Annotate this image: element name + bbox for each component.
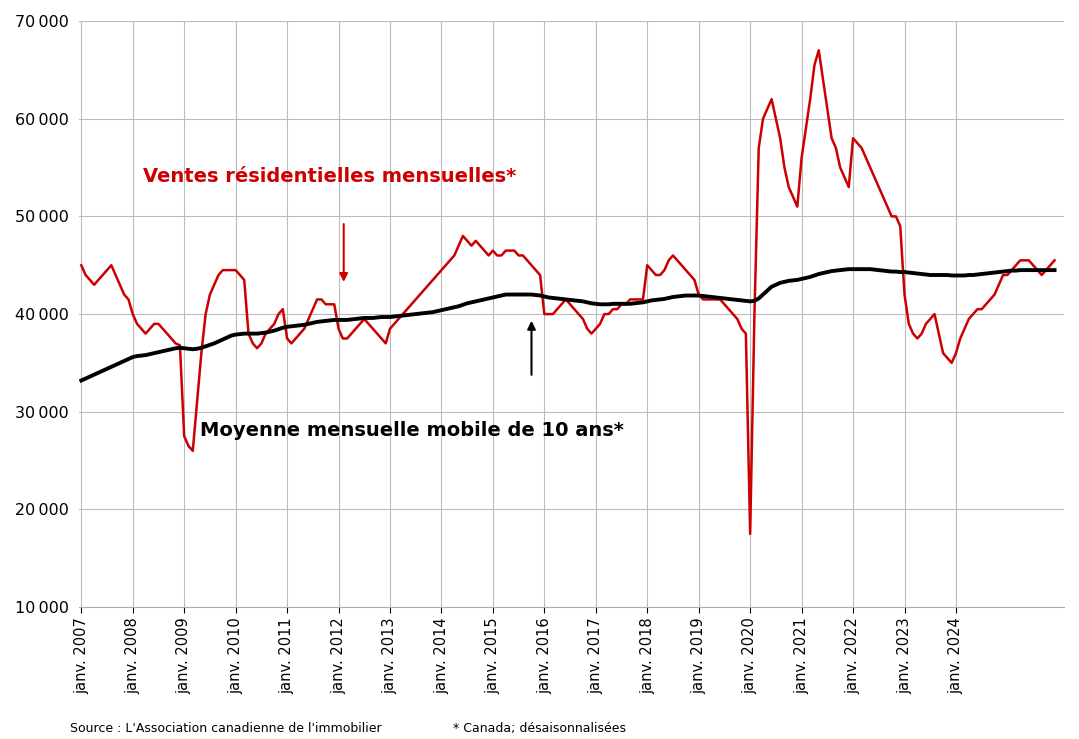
Text: Moyenne mensuelle mobile de 10 ans*: Moyenne mensuelle mobile de 10 ans* xyxy=(200,421,624,440)
Text: Ventes résidentielles mensuelles*: Ventes résidentielles mensuelles* xyxy=(144,167,516,186)
Text: Source : L'Association canadienne de l'immobilier: Source : L'Association canadienne de l'i… xyxy=(70,722,382,735)
Text: * Canada; désaisonnalisées: * Canada; désaisonnalisées xyxy=(453,722,626,735)
